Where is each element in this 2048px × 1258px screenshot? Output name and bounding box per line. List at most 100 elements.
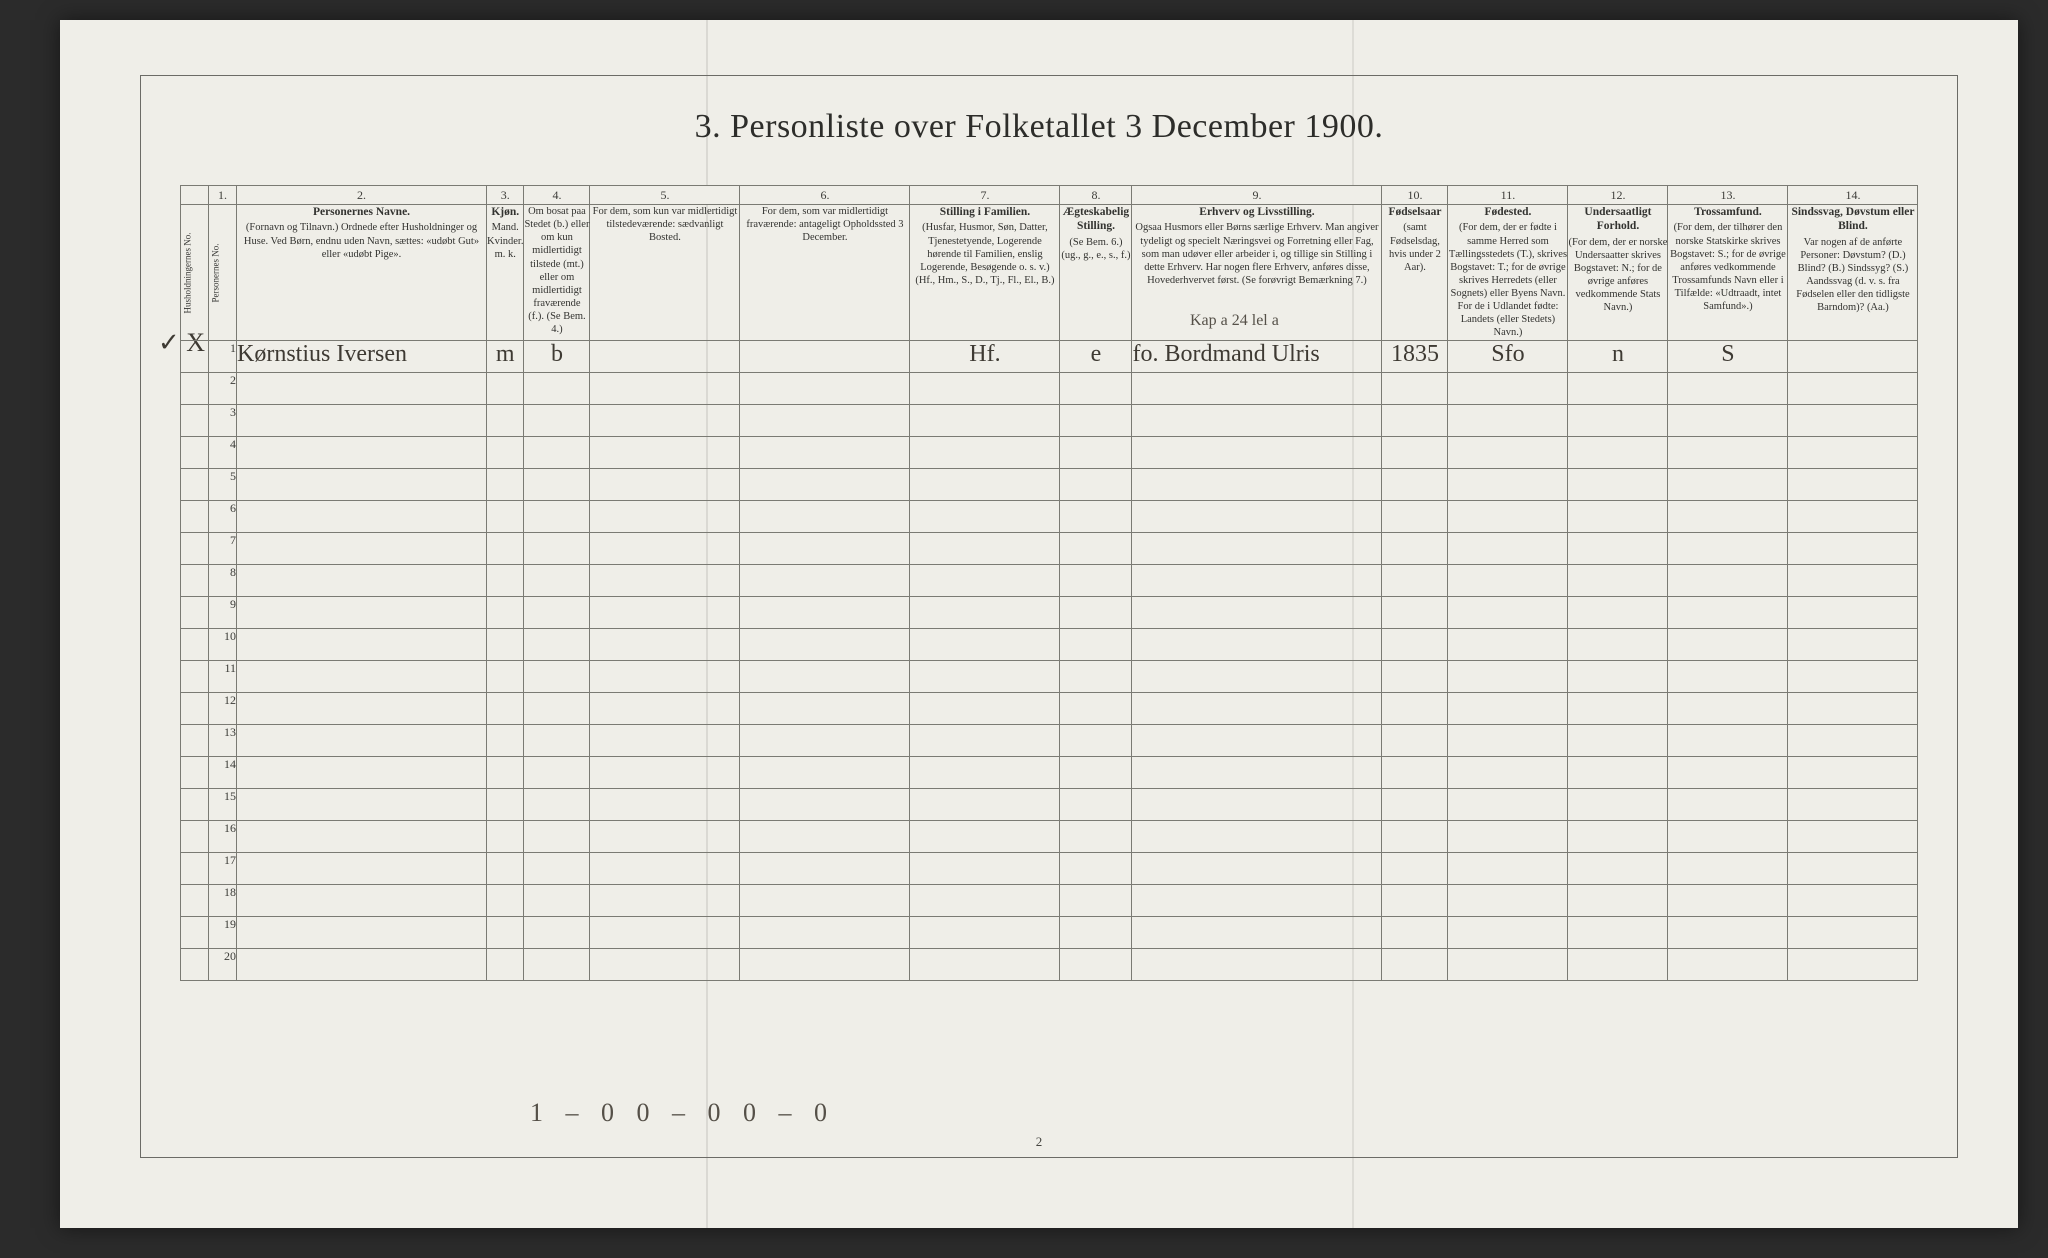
cell-birthplace xyxy=(1448,596,1568,628)
cell-birthyear xyxy=(1382,788,1448,820)
cell-occupation xyxy=(1132,660,1382,692)
cell-birthplace xyxy=(1448,756,1568,788)
cell-occupation: fo. Bordmand Ulris xyxy=(1132,340,1382,372)
cell-birthyear xyxy=(1382,820,1448,852)
cell-family-position xyxy=(910,596,1060,628)
cell-birthplace xyxy=(1448,788,1568,820)
cell-sex xyxy=(487,692,524,724)
cell-whereabouts xyxy=(740,340,910,372)
cell-sex xyxy=(487,436,524,468)
cell-family-position xyxy=(910,372,1060,404)
cell-marital xyxy=(1060,500,1132,532)
cell-family-position xyxy=(910,436,1060,468)
cell-usual-residence xyxy=(590,628,740,660)
cell-disability xyxy=(1788,788,1918,820)
cell-sex xyxy=(487,820,524,852)
person-no: 14 xyxy=(209,756,237,788)
cell-birthyear xyxy=(1382,724,1448,756)
cell-marital: e xyxy=(1060,340,1132,372)
cell-birthyear xyxy=(1382,948,1448,980)
cell-sex xyxy=(487,660,524,692)
cell-occupation xyxy=(1132,468,1382,500)
cell-name xyxy=(237,692,487,724)
colnum-c3: 3. xyxy=(487,186,524,205)
colhead-c5: For dem, som kun var midlertidigt tilste… xyxy=(590,205,740,341)
cell-family-position xyxy=(910,404,1060,436)
cell-name xyxy=(237,628,487,660)
table-row: 18 xyxy=(181,884,1918,916)
cell-birthplace xyxy=(1448,404,1568,436)
cell-nationality xyxy=(1568,948,1668,980)
cell-religion xyxy=(1668,820,1788,852)
cell-marital xyxy=(1060,692,1132,724)
cell-name: Kørnstius Iversen xyxy=(237,340,487,372)
cell-name xyxy=(237,852,487,884)
cell-whereabouts xyxy=(740,500,910,532)
table-row: 14 xyxy=(181,756,1918,788)
cell-disability xyxy=(1788,628,1918,660)
cell-family-position xyxy=(910,468,1060,500)
household-no xyxy=(181,948,209,980)
cell-birthyear: 1835 xyxy=(1382,340,1448,372)
colnum-c0a xyxy=(181,186,209,205)
cell-name xyxy=(237,532,487,564)
household-no xyxy=(181,468,209,500)
colhead-c2: Personernes Navne.(Fornavn og Tilnavn.) … xyxy=(237,205,487,341)
cell-family-position xyxy=(910,660,1060,692)
colhead-c13: Trossamfund.(For dem, der tilhører den n… xyxy=(1668,205,1788,341)
paper-sheet: 3. Personliste over Folketallet 3 Decemb… xyxy=(60,20,2018,1228)
cell-sex xyxy=(487,852,524,884)
household-no xyxy=(181,596,209,628)
colhead-c0b: Personernes No. xyxy=(209,205,237,341)
cell-usual-residence xyxy=(590,820,740,852)
table-row: 8 xyxy=(181,564,1918,596)
census-ledger-table: 1.2.3.4.5.6.7.8.9.10.11.12.13.14. Hushol… xyxy=(180,185,1918,981)
cell-disability xyxy=(1788,596,1918,628)
cell-residence xyxy=(524,756,590,788)
person-no: 18 xyxy=(209,884,237,916)
cell-whereabouts xyxy=(740,532,910,564)
person-no: 8 xyxy=(209,564,237,596)
cell-sex: m xyxy=(487,340,524,372)
cell-religion xyxy=(1668,596,1788,628)
cell-family-position xyxy=(910,532,1060,564)
colhead-c10: Fødselsaar(samt Fødselsdag, hvis under 2… xyxy=(1382,205,1448,341)
cell-birthplace xyxy=(1448,948,1568,980)
cell-disability xyxy=(1788,500,1918,532)
cell-marital xyxy=(1060,372,1132,404)
cell-whereabouts xyxy=(740,660,910,692)
cell-nationality xyxy=(1568,724,1668,756)
household-no xyxy=(181,436,209,468)
cell-residence xyxy=(524,596,590,628)
cell-disability xyxy=(1788,532,1918,564)
cell-residence: b xyxy=(524,340,590,372)
cell-disability xyxy=(1788,692,1918,724)
cell-disability xyxy=(1788,724,1918,756)
cell-whereabouts xyxy=(740,916,910,948)
cell-nationality xyxy=(1568,596,1668,628)
household-no xyxy=(181,820,209,852)
cell-nationality xyxy=(1568,660,1668,692)
cell-occupation xyxy=(1132,564,1382,596)
cell-birthyear xyxy=(1382,916,1448,948)
colnum-c14: 14. xyxy=(1788,186,1918,205)
cell-sex xyxy=(487,916,524,948)
cell-religion xyxy=(1668,948,1788,980)
colnum-c0b: 1. xyxy=(209,186,237,205)
cell-usual-residence xyxy=(590,340,740,372)
cell-residence xyxy=(524,628,590,660)
cell-marital xyxy=(1060,404,1132,436)
colnum-c4: 4. xyxy=(524,186,590,205)
cell-sex xyxy=(487,532,524,564)
person-no: 2 xyxy=(209,372,237,404)
cell-marital xyxy=(1060,916,1132,948)
cell-whereabouts xyxy=(740,756,910,788)
cell-birthplace: Sfo xyxy=(1448,340,1568,372)
person-no: 5 xyxy=(209,468,237,500)
colhead-c8: Ægteskabelig Stilling.(Se Bem. 6.) (ug.,… xyxy=(1060,205,1132,341)
person-no: 3 xyxy=(209,404,237,436)
cell-birthyear xyxy=(1382,852,1448,884)
cell-name xyxy=(237,916,487,948)
cell-family-position xyxy=(910,820,1060,852)
cell-birthplace xyxy=(1448,692,1568,724)
